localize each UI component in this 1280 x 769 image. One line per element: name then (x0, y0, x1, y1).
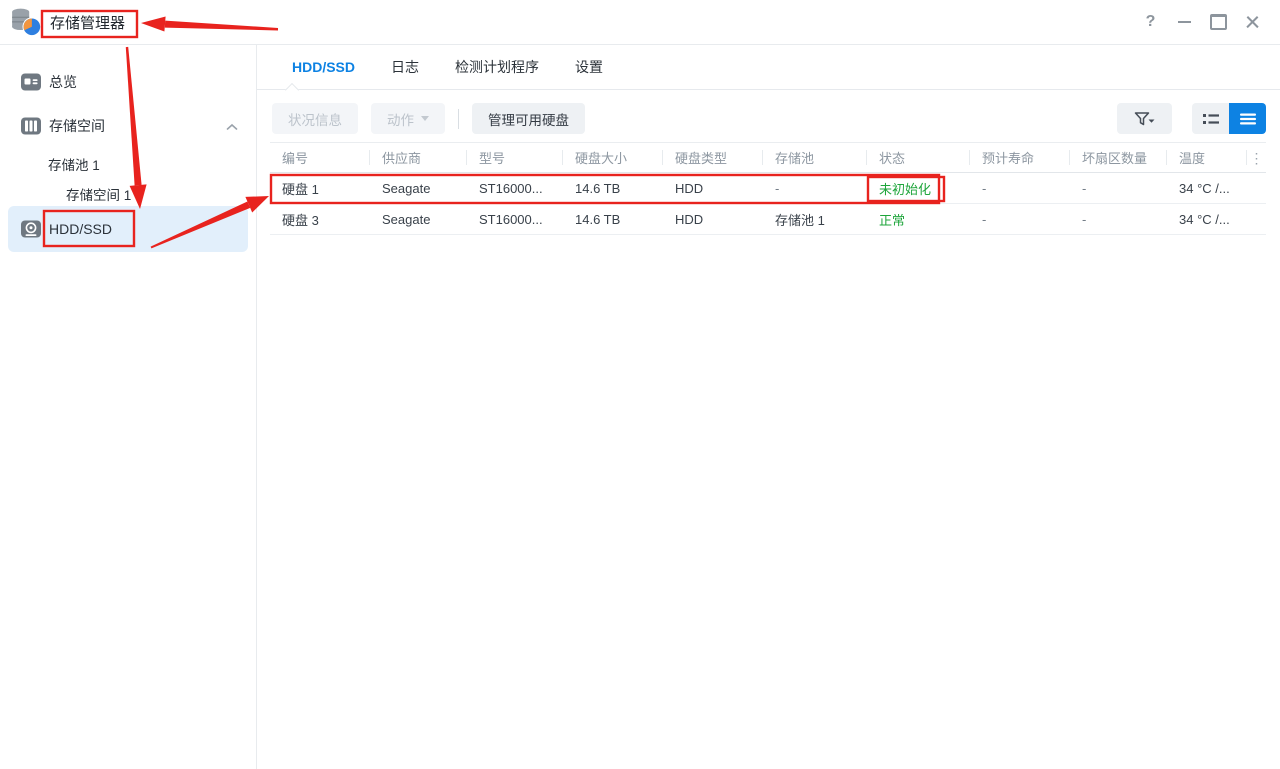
cell-lifespan: - (982, 180, 987, 196)
col-header-pool[interactable]: 存储池 (763, 142, 867, 173)
cell-temperature: 34 °C /... (1179, 211, 1230, 227)
table-row-drive-1[interactable]: 硬盘 1 Seagate ST16000... 14.6 TB HDD - 未初… (270, 173, 1266, 204)
sidebar-item-storage[interactable]: 存储空间 (0, 112, 256, 140)
filter-button[interactable] (1117, 103, 1172, 134)
cell-bad-sectors: - (1082, 180, 1087, 196)
maximize-icon[interactable] (1209, 13, 1228, 32)
col-header-type[interactable]: 硬盘类型 (663, 142, 763, 173)
manage-drives-label: 管理可用硬盘 (488, 112, 569, 128)
column-settings-icon[interactable]: ⋮ (1249, 149, 1264, 166)
list-view-button[interactable] (1229, 103, 1266, 134)
sidebar-item-hdd-ssd[interactable]: HDD/SSD (8, 206, 248, 252)
drive-table: 编号 供应商 型号 硬盘大小 硬盘类型 存储池 状态 预计寿命 坏扇区数量 温度… (270, 142, 1266, 235)
detail-view-button[interactable] (1192, 103, 1229, 134)
sidebar-item-label: 存储空间 1 (66, 188, 132, 203)
cell-model: ST16000... (479, 211, 543, 227)
tab-hdd-ssd[interactable]: HDD/SSD (292, 59, 356, 75)
table-header-row: 编号 供应商 型号 硬盘大小 硬盘类型 存储池 状态 预计寿命 坏扇区数量 温度… (270, 142, 1266, 173)
sidebar-item-storage-pool-1[interactable]: 存储池 1 (0, 152, 256, 176)
sidebar: 总览 存储空间 存储池 1 (0, 45, 257, 769)
help-icon[interactable]: ? (1145, 13, 1156, 30)
cell-pool: 存储池 1 (775, 212, 825, 228)
cell-vendor: Seagate (382, 211, 431, 227)
tab-settings[interactable]: 设置 (575, 59, 604, 75)
cell-type: HDD (675, 211, 704, 227)
manage-available-drives-button[interactable]: 管理可用硬盘 (472, 103, 585, 134)
col-header-id[interactable]: 编号 (270, 142, 370, 173)
chevron-down-icon (421, 116, 429, 121)
cell-temperature: 34 °C /... (1179, 180, 1230, 196)
window-title: 存储管理器 (50, 14, 126, 32)
hdd-disk-icon (20, 218, 42, 240)
window-controls: ? (1141, 13, 1262, 32)
cell-pool: - (775, 180, 780, 196)
cell-size: 14.6 TB (575, 211, 621, 227)
action-label: 动作 (387, 112, 414, 128)
col-header-bad-sectors[interactable]: 坏扇区数量 (1070, 142, 1167, 173)
view-toggle (1192, 103, 1266, 134)
col-header-size[interactable]: 硬盘大小 (563, 142, 663, 173)
close-icon[interactable] (1243, 13, 1262, 32)
main-panel: HDD/SSD 日志 检测计划程序 设置 状况信息 动作 管理可用硬盘 (257, 45, 1280, 769)
col-header-model[interactable]: 型号 (467, 142, 563, 173)
active-tab-notch (284, 82, 300, 97)
cell-id: 硬盘 3 (282, 212, 319, 228)
cell-size: 14.6 TB (575, 180, 621, 196)
cell-model: ST16000... (479, 180, 543, 196)
cell-lifespan: - (982, 211, 987, 227)
health-info-label: 状况信息 (288, 112, 342, 128)
toolbar-right (1117, 103, 1266, 134)
overview-card-icon (20, 71, 42, 93)
toolbar: 状况信息 动作 管理可用硬盘 (257, 103, 1280, 134)
cell-type: HDD (675, 180, 704, 196)
col-header-lifespan[interactable]: 预计寿命 (970, 142, 1070, 173)
col-header-vendor[interactable]: 供应商 (370, 142, 467, 173)
cell-status: 未初始化 (879, 181, 932, 197)
cell-status: 正常 (879, 212, 906, 228)
toolbar-divider (458, 108, 459, 129)
funnel-icon (1134, 111, 1154, 125)
sidebar-item-label: HDD/SSD (49, 221, 113, 237)
sidebar-item-overview[interactable]: 总览 (0, 68, 256, 96)
window-body: 总览 存储空间 存储池 1 (0, 45, 1280, 769)
col-header-status[interactable]: 状态 (867, 142, 970, 173)
cell-id: 硬盘 1 (282, 181, 319, 197)
col-header-temperature[interactable]: 温度 (1167, 142, 1247, 173)
sidebar-item-label: 存储池 1 (48, 158, 100, 173)
chevron-up-icon[interactable] (226, 118, 238, 134)
storage-manager-app-icon (10, 7, 42, 37)
minimize-icon[interactable] (1175, 13, 1194, 32)
sidebar-item-storage-volume-1[interactable]: 存储空间 1 (0, 182, 256, 206)
health-info-button[interactable]: 状况信息 (272, 103, 358, 134)
action-button[interactable]: 动作 (371, 103, 445, 134)
list-icon (1239, 113, 1256, 124)
cell-vendor: Seagate (382, 180, 431, 196)
tab-log[interactable]: 日志 (391, 59, 420, 75)
titlebar: 存储管理器 ? (0, 0, 1280, 45)
cell-bad-sectors: - (1082, 211, 1087, 227)
storage-rack-icon (20, 115, 42, 137)
table-row-drive-3[interactable]: 硬盘 3 Seagate ST16000... 14.6 TB HDD 存储池 … (270, 204, 1266, 235)
sidebar-item-label: 总览 (49, 74, 77, 90)
sidebar-item-label: 存储空间 (49, 118, 105, 134)
tab-bar: HDD/SSD 日志 检测计划程序 设置 (257, 45, 1280, 97)
detail-list-icon (1202, 113, 1219, 124)
tab-test-scheduler[interactable]: 检测计划程序 (455, 59, 540, 75)
